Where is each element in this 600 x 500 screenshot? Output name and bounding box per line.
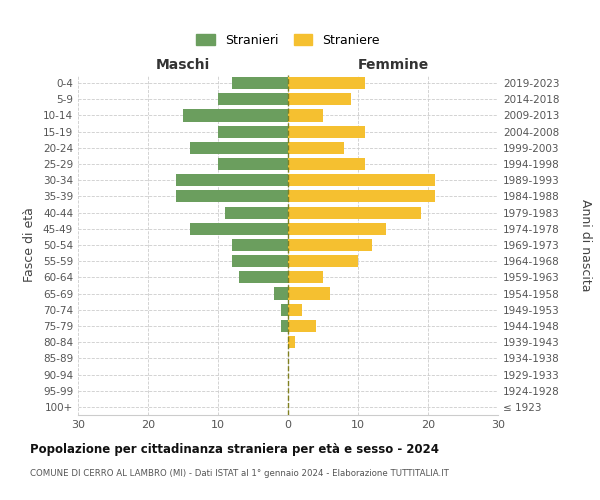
Text: COMUNE DI CERRO AL LAMBRO (MI) - Dati ISTAT al 1° gennaio 2024 - Elaborazione TU: COMUNE DI CERRO AL LAMBRO (MI) - Dati IS… xyxy=(30,468,449,477)
Bar xyxy=(288,158,365,170)
Bar xyxy=(232,77,288,89)
Bar xyxy=(288,336,295,348)
Bar xyxy=(281,320,288,332)
Bar xyxy=(288,304,302,316)
Bar xyxy=(288,288,330,300)
Bar xyxy=(225,206,288,218)
Bar xyxy=(190,142,288,154)
Bar xyxy=(176,190,288,202)
Bar xyxy=(190,222,288,235)
Bar xyxy=(288,142,344,154)
Bar xyxy=(288,320,316,332)
Bar xyxy=(232,255,288,268)
Bar xyxy=(218,93,288,106)
Y-axis label: Anni di nascita: Anni di nascita xyxy=(579,198,592,291)
Bar xyxy=(288,126,365,138)
Bar xyxy=(183,110,288,122)
Bar xyxy=(232,239,288,251)
Text: Popolazione per cittadinanza straniera per età e sesso - 2024: Popolazione per cittadinanza straniera p… xyxy=(30,442,439,456)
Bar xyxy=(288,206,421,218)
Bar xyxy=(288,222,386,235)
Bar xyxy=(288,174,435,186)
Y-axis label: Fasce di età: Fasce di età xyxy=(23,208,36,282)
Bar xyxy=(288,93,351,106)
Bar xyxy=(239,272,288,283)
Text: Femmine: Femmine xyxy=(358,58,428,72)
Bar xyxy=(288,77,365,89)
Bar xyxy=(281,304,288,316)
Bar xyxy=(288,255,358,268)
Bar xyxy=(288,110,323,122)
Text: Maschi: Maschi xyxy=(156,58,210,72)
Bar xyxy=(218,158,288,170)
Bar xyxy=(288,239,372,251)
Bar xyxy=(218,126,288,138)
Legend: Stranieri, Straniere: Stranieri, Straniere xyxy=(196,34,380,46)
Bar xyxy=(176,174,288,186)
Bar xyxy=(288,272,323,283)
Bar xyxy=(288,190,435,202)
Bar xyxy=(274,288,288,300)
